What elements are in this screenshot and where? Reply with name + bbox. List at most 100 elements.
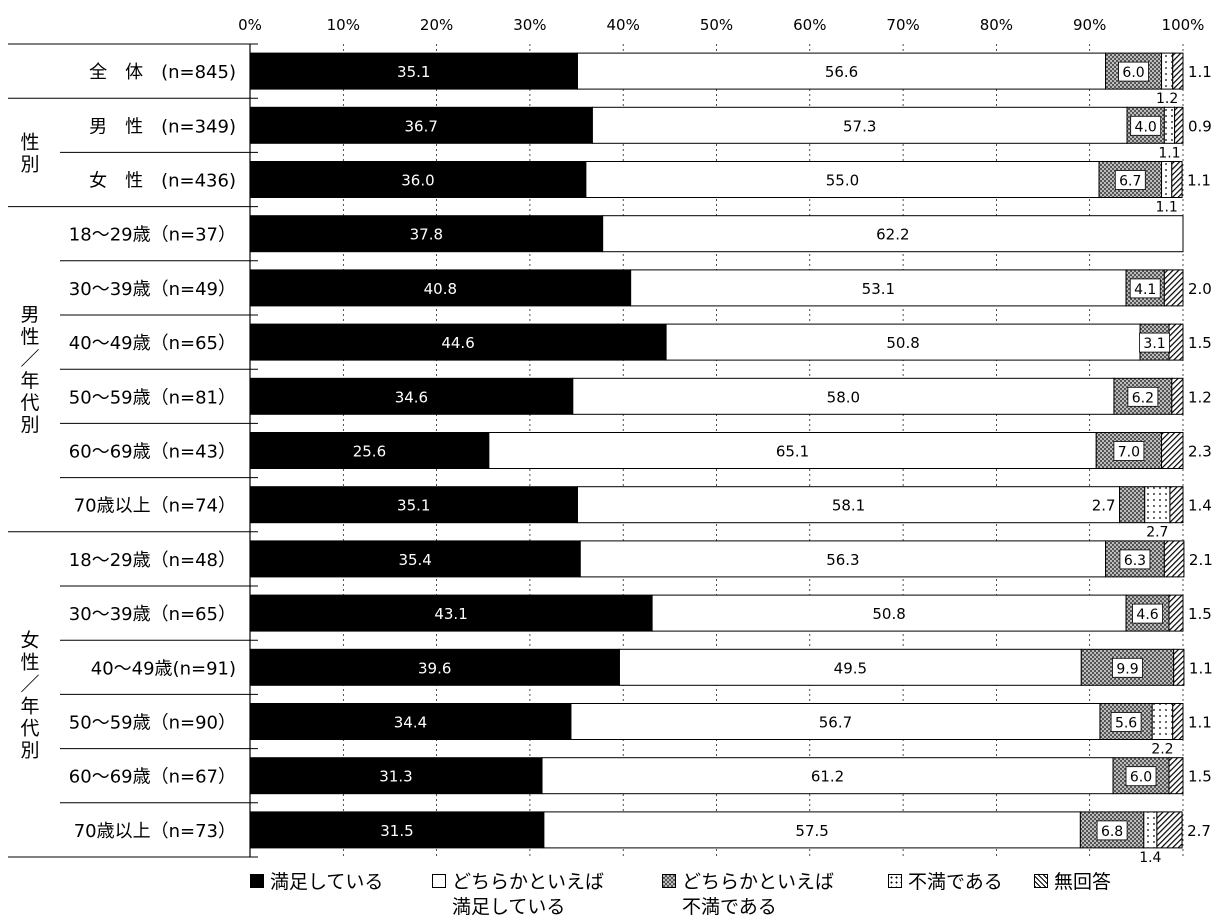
data-label: 1.1 [1187, 172, 1211, 190]
bar-segment [249, 594, 653, 632]
data-label: 31.3 [379, 768, 412, 786]
bar-segment [585, 161, 1100, 198]
data-label-box [1112, 657, 1143, 678]
data-label: 1.1 [1189, 659, 1213, 677]
bar-segment [249, 161, 587, 198]
x-tick-label: 70% [886, 16, 919, 34]
data-label: 6.8 [1101, 824, 1123, 840]
bar-segment [576, 52, 1107, 90]
data-label: 2.7 [1187, 822, 1211, 840]
x-tick-label: 0% [238, 16, 262, 34]
category-label: 70歳以上（n=73） [74, 821, 236, 842]
bar-segment [249, 811, 545, 849]
data-label: 4.0 [1135, 119, 1157, 135]
category-label: 男 性 (n=349) [89, 116, 236, 137]
data-label: 1.2 [1156, 91, 1178, 107]
data-label: 56.3 [826, 551, 859, 569]
data-label-box [1127, 386, 1159, 407]
bar-segment [1172, 52, 1184, 90]
bar-segment [249, 52, 578, 90]
bar-segment [249, 269, 632, 307]
data-label-box [1114, 170, 1146, 190]
data-label: 50.8 [872, 605, 905, 623]
data-label: 43.1 [434, 605, 467, 623]
data-label: 1.4 [1139, 850, 1161, 866]
data-label-box [1139, 332, 1170, 353]
bar-segment [1173, 648, 1185, 686]
data-label: 1.5 [1188, 334, 1212, 352]
x-tick-label: 90% [1073, 16, 1106, 34]
bar-segment [1163, 106, 1176, 144]
data-labels: 35.1 56.6 6.01.21.136.7 57.3 4.01.10.936.0 55… [353, 61, 1213, 866]
bar-segment [249, 703, 572, 740]
bar-segment [1168, 757, 1184, 795]
data-label: 56.7 [819, 714, 852, 732]
category-label: 18～29歳（n=37） [69, 225, 236, 246]
data-label-box [1130, 115, 1162, 136]
data-label: 44.6 [441, 334, 474, 352]
bar-segment [1156, 811, 1183, 849]
data-label: 1.1 [1156, 200, 1178, 216]
data-label-box [1118, 61, 1149, 82]
bar-segment [488, 432, 1097, 469]
bar-segment [1168, 594, 1184, 632]
data-label: 36.7 [405, 117, 438, 135]
bar-segment [572, 377, 1115, 415]
bar-segment [1172, 703, 1184, 740]
bar-segment [543, 811, 1081, 849]
bar-segment [249, 757, 543, 795]
bar-segment [1163, 540, 1185, 578]
legend-item-somewhat-dissatisfied: どちらかといえば 不満である [662, 870, 834, 920]
data-label: 4.6 [1136, 607, 1158, 623]
bar-segment [1119, 486, 1146, 524]
bar-segment [1161, 161, 1173, 198]
data-label: 58.0 [827, 388, 860, 406]
data-label: 6.3 [1124, 553, 1146, 569]
bar-segment [1144, 486, 1171, 524]
category-label: 40～49歳（n=65） [69, 333, 236, 354]
data-label-box [1110, 712, 1142, 732]
data-label: 50.8 [886, 334, 919, 352]
data-label: 2.1 [1189, 551, 1213, 569]
bar-segment [249, 540, 581, 578]
bar-segment [249, 648, 620, 686]
data-label: 3.1 [1143, 336, 1165, 352]
bar-segment [249, 432, 490, 469]
data-label: 2.2 [1151, 742, 1173, 758]
data-label-box [1129, 278, 1161, 299]
legend-label: どちらかといえば 満足している [452, 871, 605, 918]
data-label: 1.1 [1158, 145, 1180, 161]
bar-segment [1169, 486, 1184, 524]
data-label: 34.6 [395, 388, 428, 406]
category-label: 50～59歳（n=81） [69, 387, 236, 408]
data-label: 2.0 [1188, 280, 1212, 298]
legend: 満足している どちらかといえば 満足している どちらかといえば 不満である 不満… [250, 870, 1210, 923]
bar-segment [541, 757, 1114, 795]
legend-label: 満足している [270, 871, 384, 893]
bar-segment [1143, 811, 1158, 849]
bar-segment [602, 215, 1184, 253]
data-label: 34.4 [394, 714, 427, 732]
data-label: 35.1 [397, 497, 430, 515]
data-label: 25.6 [353, 443, 386, 461]
legend-swatch-hatch [1034, 874, 1048, 888]
data-label: 53.1 [862, 280, 895, 298]
legend-label: 無回答 [1054, 871, 1112, 893]
data-label: 37.8 [410, 226, 443, 244]
bar-segment [630, 269, 1127, 307]
group-label: 男性／年代別 [20, 304, 39, 436]
data-label: 35.1 [397, 63, 430, 81]
legend-item-somewhat-satisfied: どちらかといえば 満足している [432, 870, 604, 920]
x-tick-label: 30% [513, 16, 546, 34]
x-tick-label: 80% [980, 16, 1013, 34]
legend-item-dissatisfied: 不満である [888, 870, 1003, 895]
group-label: 性別 [20, 131, 39, 175]
data-label-box [1125, 766, 1157, 787]
group-label: 女性／年代別 [20, 629, 39, 761]
category-label: 60～69歳（n=43） [69, 442, 236, 463]
legend-swatch-checker [662, 874, 676, 888]
data-label: 1.2 [1188, 388, 1212, 406]
data-label: 58.1 [832, 497, 865, 515]
bar-segment [651, 594, 1127, 632]
data-label: 2.3 [1188, 443, 1212, 461]
